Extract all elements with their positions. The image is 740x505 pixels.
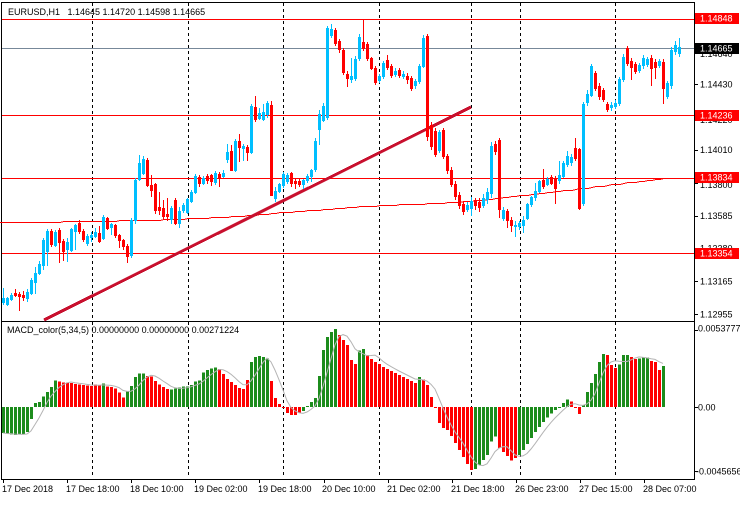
svg-text:17 Dec 18:00: 17 Dec 18:00 (66, 484, 120, 494)
svg-text:-0.0045656: -0.0045656 (696, 467, 740, 477)
svg-text:1.12955: 1.12955 (700, 309, 733, 319)
svg-text:EURUSD,H1 1.14645 1.14720 1.: EURUSD,H1 1.14645 1.14720 1.14598 1.1466… (8, 7, 205, 17)
svg-text:0.0053777: 0.0053777 (698, 324, 740, 334)
svg-text:1.13834: 1.13834 (700, 173, 733, 183)
svg-text:1.14848: 1.14848 (700, 14, 733, 24)
svg-text:MACD_color(5,34,5) 0.00000000: MACD_color(5,34,5) 0.00000000 0.00000000… (7, 325, 239, 335)
svg-text:1.13585: 1.13585 (700, 211, 733, 221)
svg-text:1.14236: 1.14236 (700, 111, 733, 121)
svg-text:1.13800: 1.13800 (700, 180, 733, 190)
svg-text:1.14430: 1.14430 (700, 79, 733, 89)
svg-text:27 Dec 15:00: 27 Dec 15:00 (579, 484, 633, 494)
svg-text:0.00: 0.00 (698, 403, 716, 413)
svg-text:19 Dec 18:00: 19 Dec 18:00 (258, 484, 312, 494)
svg-text:1.14665: 1.14665 (700, 44, 733, 54)
svg-text:26 Dec 23:00: 26 Dec 23:00 (515, 484, 569, 494)
svg-text:21 Dec 18:00: 21 Dec 18:00 (451, 484, 505, 494)
svg-text:17 Dec 2018: 17 Dec 2018 (2, 484, 53, 494)
svg-text:1.13354: 1.13354 (700, 249, 733, 259)
svg-text:1.14010: 1.14010 (700, 145, 733, 155)
svg-text:19 Dec 02:00: 19 Dec 02:00 (194, 484, 248, 494)
svg-text:21 Dec 02:00: 21 Dec 02:00 (387, 484, 441, 494)
svg-text:1.13165: 1.13165 (700, 277, 733, 287)
svg-text:18 Dec 10:00: 18 Dec 10:00 (130, 484, 184, 494)
svg-text:20 Dec 10:00: 20 Dec 10:00 (322, 484, 376, 494)
svg-text:28 Dec 07:00: 28 Dec 07:00 (643, 484, 697, 494)
